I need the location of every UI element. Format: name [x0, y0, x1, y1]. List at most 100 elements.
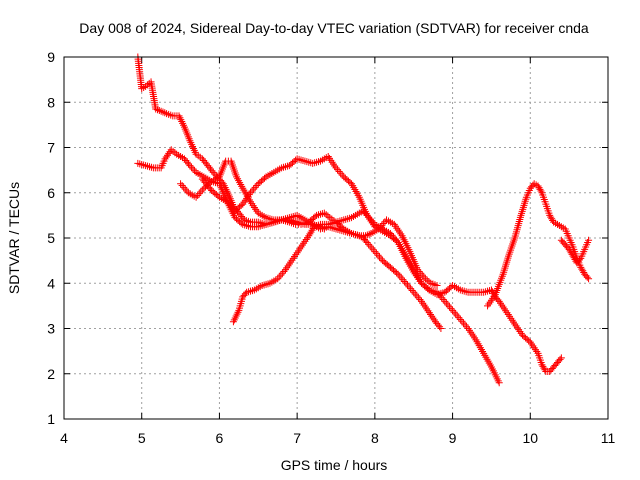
data-point-marker: [449, 306, 457, 314]
data-point-marker: [405, 283, 413, 291]
data-point-marker: [362, 237, 370, 245]
data-point-marker: [305, 158, 313, 166]
data-point-marker: [197, 188, 205, 196]
data-point-marker: [311, 159, 319, 167]
data-point-marker: [394, 270, 402, 278]
data-point-marker: [206, 185, 214, 193]
data-point-marker: [525, 337, 533, 345]
data-point-marker: [307, 228, 315, 236]
data-point-marker: [161, 109, 169, 117]
data-point-marker: [320, 209, 328, 217]
data-point-marker: [165, 149, 173, 157]
data-point-marker: [425, 278, 433, 286]
data-point-marker: [372, 249, 380, 257]
data-point-marker: [297, 156, 305, 164]
data-point-marker: [144, 162, 152, 170]
data-point-marker: [365, 240, 373, 248]
data-point-marker: [309, 159, 317, 167]
data-point-marker: [368, 244, 376, 252]
y-tick-label: 9: [47, 49, 55, 65]
data-point-marker: [164, 151, 172, 159]
data-point-marker: [136, 160, 144, 168]
data-point-marker: [277, 271, 285, 279]
data-point-marker: [145, 163, 153, 171]
data-point-marker: [142, 82, 150, 90]
data-point-marker: [262, 220, 270, 228]
data-point-marker: [397, 274, 405, 282]
data-point-marker: [452, 310, 460, 318]
data-point-marker: [442, 299, 450, 307]
data-point-marker: [161, 155, 169, 163]
data-point-marker: [187, 163, 195, 171]
x-tick-label: 8: [371, 430, 379, 446]
data-point-marker: [439, 296, 447, 304]
data-point-marker: [414, 294, 422, 302]
data-point-marker: [305, 232, 313, 240]
data-point-marker: [436, 323, 444, 331]
marks-layer: [134, 53, 593, 387]
data-point-marker: [183, 187, 191, 195]
data-point-marker: [159, 108, 167, 116]
data-point-marker: [407, 285, 415, 293]
data-point-marker: [180, 183, 188, 191]
data-point-marker: [138, 160, 146, 168]
data-point-marker: [585, 236, 593, 244]
data-point-marker: [253, 182, 261, 190]
data-point-marker: [335, 167, 343, 175]
data-point-marker: [430, 316, 438, 324]
x-tick-label: 10: [522, 430, 538, 446]
data-point-marker: [186, 162, 194, 170]
y-axis-label: SDTVAR / TECUs: [6, 182, 22, 294]
data-point-marker: [228, 203, 236, 211]
data-point-marker: [340, 216, 348, 224]
data-point-marker: [377, 255, 385, 263]
data-point-marker: [338, 171, 346, 179]
data-point-marker: [400, 277, 408, 285]
data-point-marker: [408, 286, 416, 294]
data-point-marker: [225, 200, 233, 208]
data-point-marker: [332, 164, 340, 172]
data-point-marker: [576, 256, 584, 264]
data-point-marker: [458, 317, 466, 325]
data-point-marker: [461, 321, 469, 329]
data-point-marker: [455, 314, 463, 322]
data-point-marker: [462, 288, 470, 296]
data-point-marker: [283, 162, 291, 170]
data-point-marker: [437, 325, 445, 332]
data-point-marker: [275, 273, 283, 281]
data-point-marker: [376, 253, 384, 261]
data-point-marker: [167, 146, 175, 154]
data-point-marker: [453, 312, 461, 320]
data-point-marker: [402, 279, 410, 287]
data-point-marker: [393, 269, 401, 277]
data-point-marker: [171, 149, 179, 157]
data-point-marker: [399, 276, 407, 284]
x-tick-label: 5: [138, 430, 146, 446]
data-point-marker: [366, 242, 374, 250]
data-point-marker: [147, 163, 155, 171]
data-point-marker: [142, 162, 150, 170]
data-point-marker: [198, 186, 206, 194]
data-point-marker: [411, 290, 419, 298]
x-tick-label: 9: [449, 430, 457, 446]
data-point-marker: [162, 153, 170, 161]
data-point-marker: [194, 191, 202, 199]
data-point-marker: [276, 216, 284, 224]
data-point-marker: [237, 201, 245, 209]
data-point-marker: [537, 187, 545, 195]
data-point-marker: [363, 239, 371, 247]
data-point-marker: [211, 170, 219, 178]
data-point-marker: [134, 159, 142, 167]
data-point-marker: [278, 216, 286, 224]
data-point-marker: [433, 282, 441, 290]
data-point-marker: [363, 231, 371, 239]
data-point-marker: [251, 183, 259, 191]
chart-title: Day 008 of 2024, Sidereal Day-to-day VTE…: [79, 20, 589, 36]
data-point-marker: [177, 180, 185, 188]
data-point-marker: [557, 354, 565, 362]
data-point-marker: [463, 323, 471, 331]
data-point-marker: [291, 212, 299, 220]
data-point-marker: [447, 305, 455, 313]
data-point-marker: [444, 301, 452, 309]
